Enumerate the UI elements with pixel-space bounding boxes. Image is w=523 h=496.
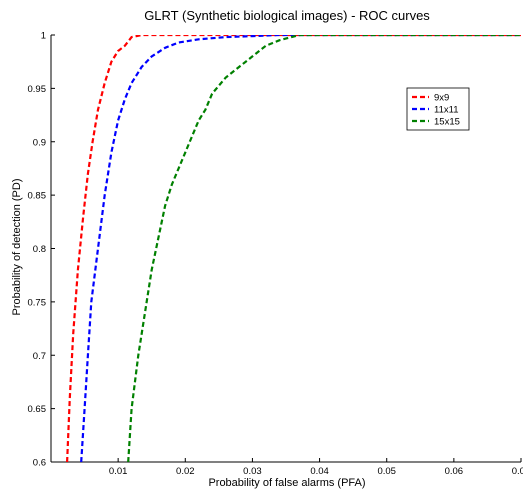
legend-label-15x15: 15x15 xyxy=(434,117,460,128)
y-tick-label: 0.75 xyxy=(28,297,47,308)
series-line-9x9 xyxy=(66,35,521,462)
x-tick-label: 0.03 xyxy=(243,466,262,477)
x-tick-label: 0.07 xyxy=(512,466,523,477)
y-tick-label: 0.7 xyxy=(33,351,46,362)
legend-box xyxy=(406,87,470,131)
y-tick-label: 1 xyxy=(41,31,46,42)
legend-label-9x9: 9x9 xyxy=(434,93,449,104)
series-line-15x15 xyxy=(127,35,521,462)
series-line-11x11 xyxy=(80,35,521,462)
y-axis-label: Probability of detection (PD) xyxy=(11,179,23,316)
x-tick-label: 0.01 xyxy=(109,466,128,477)
series-lines xyxy=(66,35,521,462)
x-tick-label: 0.06 xyxy=(445,466,464,477)
x-tick-label: 0.04 xyxy=(310,466,329,477)
y-tick-label: 0.9 xyxy=(33,137,46,148)
x-tick-label: 0.05 xyxy=(377,466,396,477)
y-tick-label: 0.6 xyxy=(33,458,46,469)
x-axis-label: Probability of false alarms (PFA) xyxy=(208,477,365,489)
y-tick-label: 0.8 xyxy=(33,244,46,255)
y-tick-label: 0.95 xyxy=(28,84,47,95)
y-tick-label: 0.85 xyxy=(28,191,47,202)
plot-area: 0.01 0.02 0.03 0.04 0.05 0.06 0.07 0.6 0.65 0.7 0.… xyxy=(28,31,523,478)
legend-label-11x11: 11x11 xyxy=(434,105,458,116)
x-tick-label: 0.02 xyxy=(176,466,195,477)
y-tick-label: 0.65 xyxy=(28,404,47,415)
chart-title: GLRT (Synthetic biological images) - ROC… xyxy=(144,8,430,23)
